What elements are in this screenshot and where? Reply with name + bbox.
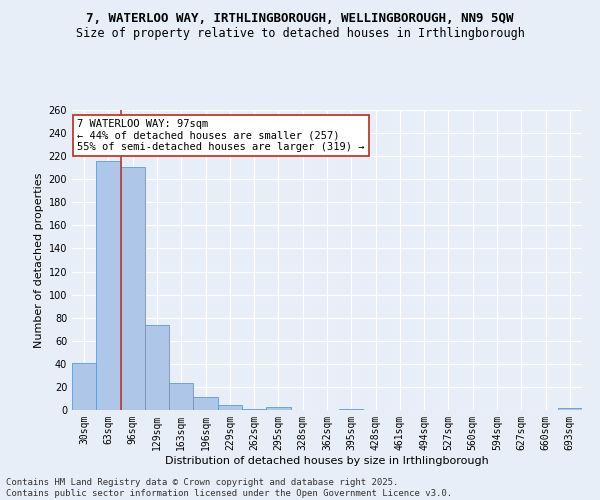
Text: 7 WATERLOO WAY: 97sqm
← 44% of detached houses are smaller (257)
55% of semi-det: 7 WATERLOO WAY: 97sqm ← 44% of detached … (77, 119, 365, 152)
X-axis label: Distribution of detached houses by size in Irthlingborough: Distribution of detached houses by size … (165, 456, 489, 466)
Text: 7, WATERLOO WAY, IRTHLINGBOROUGH, WELLINGBOROUGH, NN9 5QW: 7, WATERLOO WAY, IRTHLINGBOROUGH, WELLIN… (86, 12, 514, 26)
Bar (218, 406, 242, 410)
Text: Size of property relative to detached houses in Irthlingborough: Size of property relative to detached ho… (76, 28, 524, 40)
Bar (339, 409, 364, 410)
Bar (266, 406, 290, 410)
Bar (558, 408, 582, 410)
Bar (96, 161, 121, 410)
Bar (72, 362, 96, 410)
Text: Contains HM Land Registry data © Crown copyright and database right 2025.
Contai: Contains HM Land Registry data © Crown c… (6, 478, 452, 498)
Bar (193, 398, 218, 410)
Bar (242, 409, 266, 410)
Bar (169, 384, 193, 410)
Y-axis label: Number of detached properties: Number of detached properties (34, 172, 44, 348)
Bar (145, 324, 169, 410)
Bar (121, 166, 145, 410)
